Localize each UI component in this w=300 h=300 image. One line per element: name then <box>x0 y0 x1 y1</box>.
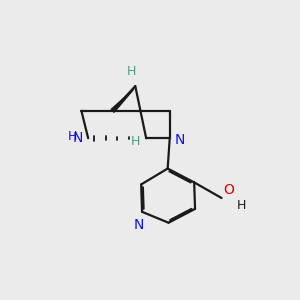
Text: O: O <box>223 182 234 197</box>
Text: H: H <box>237 200 246 212</box>
Text: H: H <box>67 130 77 143</box>
Text: N: N <box>175 133 185 147</box>
Text: H: H <box>131 135 141 148</box>
Text: H: H <box>127 65 136 78</box>
Text: N: N <box>133 218 144 232</box>
Polygon shape <box>111 89 134 112</box>
Text: N: N <box>73 131 83 145</box>
